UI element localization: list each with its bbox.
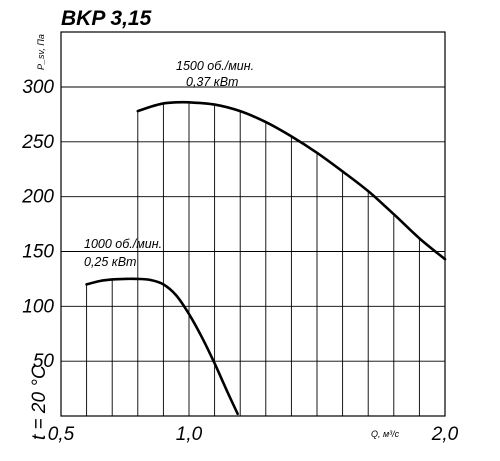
curve-1500-rpm bbox=[136, 100, 447, 261]
y-ticks: 50 100 150 200 250 300 bbox=[21, 77, 54, 372]
y-tick-label: 250 bbox=[21, 132, 54, 153]
series-1000-label-line2: 0,25 кВт bbox=[84, 255, 136, 269]
y-axis-label: P_sv, Па bbox=[36, 34, 46, 70]
y-tick-label: 100 bbox=[22, 296, 54, 317]
series-1500-label-line2: 0,37 кВт bbox=[186, 75, 238, 89]
x-tick-label: 0,5 bbox=[48, 424, 75, 445]
grid bbox=[61, 86, 445, 416]
y-tick-label: 150 bbox=[22, 242, 54, 263]
curve-1000-rpm bbox=[85, 277, 239, 416]
chart-title: BKP 3,15 bbox=[61, 7, 152, 30]
y-tick-label: 50 bbox=[33, 351, 55, 372]
y-tick-label: 300 bbox=[22, 77, 54, 98]
y-tick-label: 200 bbox=[21, 187, 54, 208]
series-1500-label-line1: 1500 об./мин. bbox=[176, 59, 254, 73]
temperature-note: t = 20 °C bbox=[29, 365, 50, 440]
x-tick-label: 1,0 bbox=[176, 424, 203, 445]
x-axis-label: Q, м³/с bbox=[371, 429, 400, 439]
curves bbox=[85, 100, 447, 416]
series-1000-label-line1: 1000 об./мин. bbox=[84, 237, 162, 251]
x-tick-label: 2,0 bbox=[431, 424, 459, 445]
x-ticks: 0,5 1,0 2,0 bbox=[48, 424, 459, 445]
plot-frame bbox=[60, 31, 446, 417]
